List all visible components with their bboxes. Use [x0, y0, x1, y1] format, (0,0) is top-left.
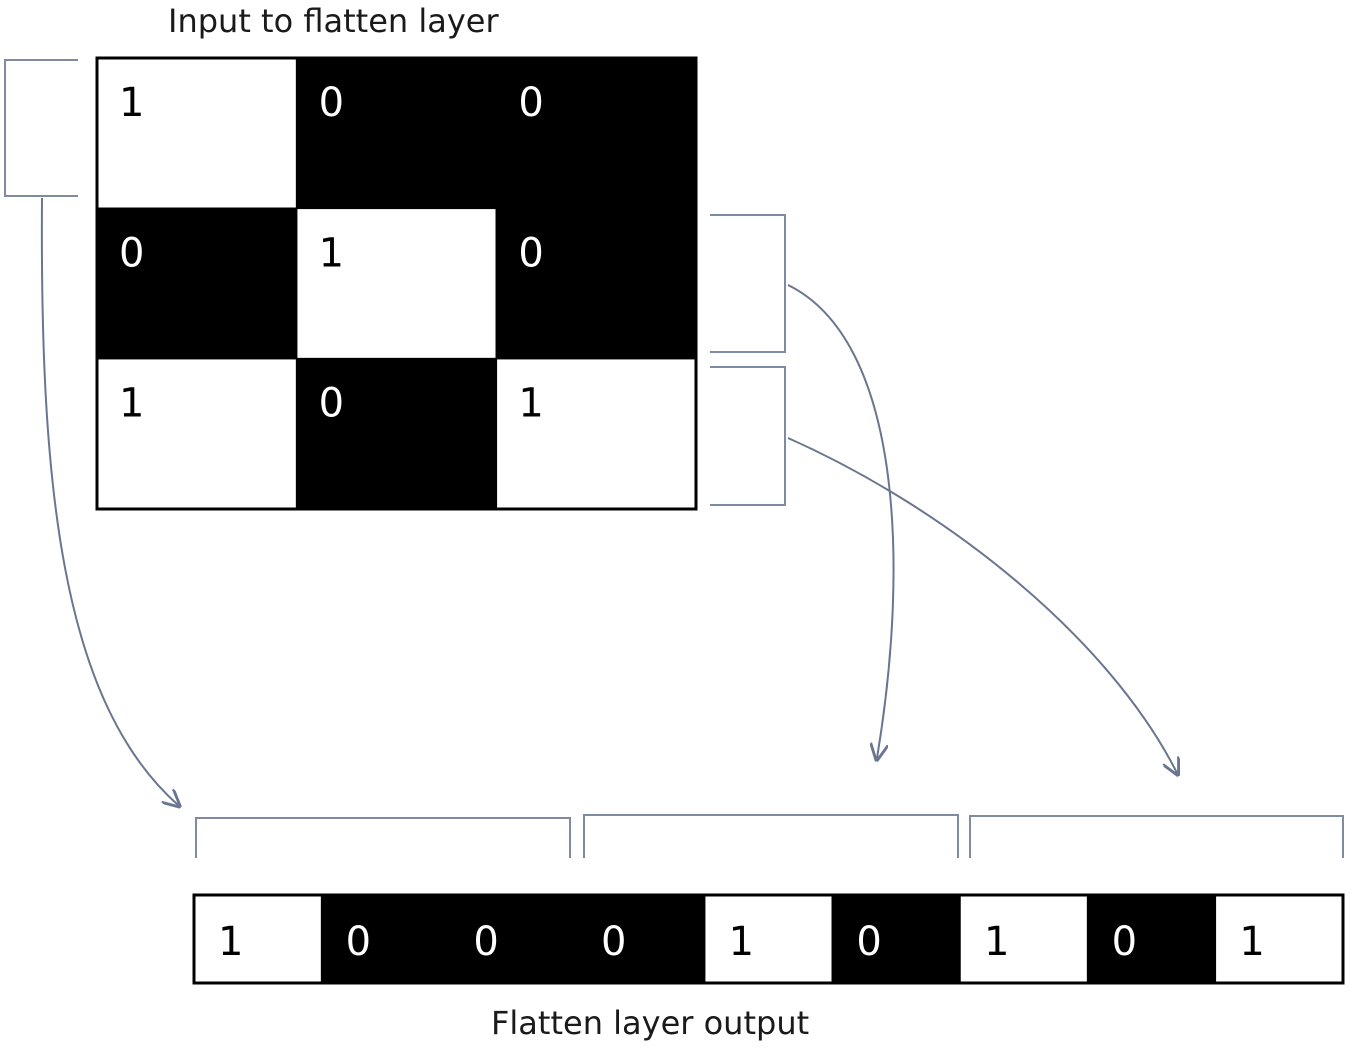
grid-cell-r3-c3-value: 1	[518, 381, 543, 427]
flat-cell-3: 0	[448, 894, 578, 984]
flat-cell-9: 1	[1214, 894, 1344, 984]
flat-cell-3-value: 0	[473, 919, 498, 965]
grid-cell-r1-c3-value: 0	[518, 80, 543, 126]
flat-cell-4-fill	[576, 894, 706, 984]
input-grid: 1 0 0 0 1 0 1 0 1	[96, 57, 697, 510]
segment-2-bracket	[583, 814, 959, 858]
output-title: Flatten layer output	[491, 1004, 810, 1042]
flat-cell-8-fill	[1086, 894, 1217, 984]
flat-cell-6: 0	[831, 894, 961, 984]
grid-cell-r3-c1-fill	[96, 357, 298, 510]
grid-cell-r2-c2: 1	[295, 207, 498, 360]
segment-1-bracket	[195, 817, 571, 858]
grid-cell-r3-c2-value: 0	[319, 381, 344, 427]
flat-cell-2-value: 0	[346, 919, 371, 965]
flat-cell-1-fill	[193, 894, 323, 984]
row-2-arrow	[787, 284, 895, 758]
flat-cell-9-fill	[1214, 894, 1344, 984]
flat-cell-5-fill	[703, 894, 834, 984]
grid-cell-r3-c2: 0	[295, 357, 498, 510]
grid-cell-r2-c1-value: 0	[119, 230, 144, 276]
row-3-bracket	[710, 366, 786, 506]
flat-cell-3-fill	[448, 894, 578, 984]
flat-cell-6-value: 0	[856, 919, 881, 965]
flat-cell-4: 0	[576, 894, 706, 984]
flat-cell-5-value: 1	[729, 919, 754, 965]
row-1-arrow	[40, 197, 178, 805]
grid-cell-r3-c2-fill	[295, 357, 498, 510]
flat-cell-1-value: 1	[218, 919, 243, 965]
grid-cell-r1-c2-value: 0	[319, 80, 344, 126]
flat-cell-2: 0	[320, 894, 451, 984]
grid-cell-r1-c1: 1	[96, 57, 298, 210]
flat-cell-8-value: 0	[1112, 919, 1137, 965]
grid-cell-r1-c3: 0	[495, 57, 697, 210]
grid-cell-r3-c1-value: 1	[119, 381, 144, 427]
grid-cell-r1-c1-fill	[96, 57, 298, 210]
row-3-arrow	[787, 437, 1177, 773]
flattened-row: 1 0 0 0 1 0 1 0 1	[193, 894, 1344, 984]
grid-cell-r1-c1-value: 1	[119, 80, 144, 126]
row-2-bracket	[710, 214, 786, 353]
grid-cell-r1-c2: 0	[295, 57, 498, 210]
grid-cell-r2-c3-value: 0	[518, 230, 543, 276]
input-title: Input to flatten layer	[168, 2, 499, 40]
grid-cell-r3-c3-fill	[495, 357, 697, 510]
flat-cell-5: 1	[703, 894, 834, 984]
grid-cell-r3-c1: 1	[96, 357, 298, 510]
flat-cell-9-value: 1	[1239, 919, 1264, 965]
input-grid-border	[95, 56, 698, 511]
flat-cell-7-fill	[959, 894, 1089, 984]
row-1-bracket	[4, 59, 78, 197]
grid-cell-r2-c1-fill	[96, 207, 298, 360]
flat-cell-8: 0	[1086, 894, 1217, 984]
flat-cell-2-fill	[320, 894, 451, 984]
flat-cell-6-fill	[831, 894, 961, 984]
flat-cell-4-value: 0	[601, 919, 626, 965]
grid-cell-r2-c2-value: 1	[319, 230, 344, 276]
grid-cell-r2-c1: 0	[96, 207, 298, 360]
grid-cell-r1-c3-fill	[495, 57, 697, 210]
segment-3-bracket	[969, 815, 1344, 858]
grid-cell-r3-c3: 1	[495, 357, 697, 510]
flat-cell-7: 1	[959, 894, 1089, 984]
flat-cell-7-value: 1	[984, 919, 1009, 965]
flat-cell-1: 1	[193, 894, 323, 984]
flattened-row-border	[192, 893, 1345, 985]
grid-cell-r2-c3: 0	[495, 207, 697, 360]
